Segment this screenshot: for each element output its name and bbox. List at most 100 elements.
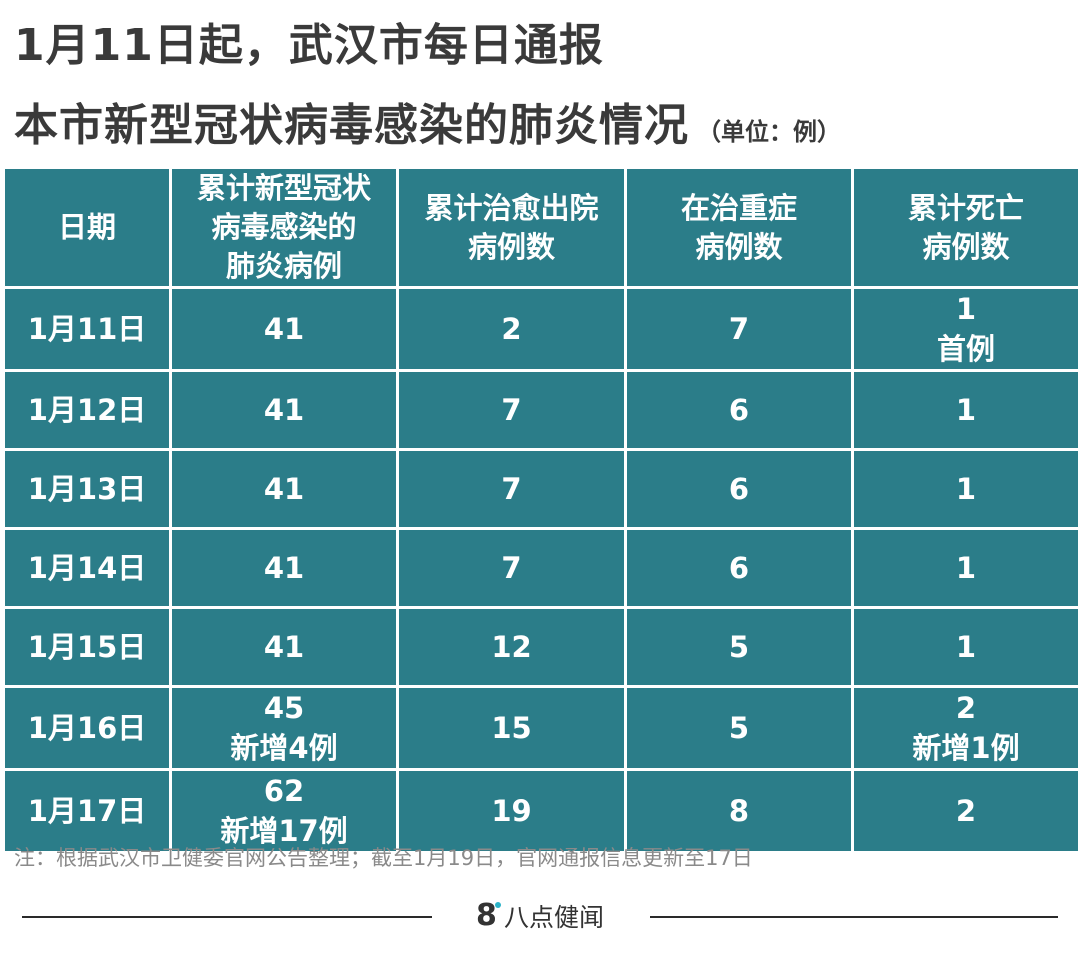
page-title: 1月11日起，武汉市每日通报 本市新型冠状病毒感染的肺炎情况 （单位：例） <box>14 18 841 160</box>
cell-value: 15 <box>491 711 532 745</box>
table-cell: 1 <box>851 448 1080 530</box>
cell-value: 1 <box>955 393 977 427</box>
table-body: 1月11日 41 2 7 1 首例 1月12日 41 7 6 1 1月13日 41 7 6 1 1月14日 41 7… <box>2 286 1080 854</box>
table-cell: 2 <box>851 768 1080 854</box>
date-cell: 1月12日 <box>2 369 172 451</box>
cell-value: 5 <box>728 630 750 664</box>
column-header-line: 病例数 <box>467 229 555 264</box>
brand-logo-icon: 8 <box>476 898 501 933</box>
cell-note: 首例 <box>936 332 995 366</box>
cell-note: 新增1例 <box>912 731 1020 765</box>
table-cell: 6 <box>624 527 854 609</box>
title-line-2: 本市新型冠状病毒感染的肺炎情况 （单位：例） <box>14 98 841 160</box>
table-cell: 41 <box>169 369 399 451</box>
table-cell: 6 <box>624 369 854 451</box>
footer-divider-right <box>650 916 1058 918</box>
cell-value: 8 <box>728 794 750 828</box>
cell-note: 新增17例 <box>220 814 348 848</box>
stats-table: 日期 累计新型冠状 病毒感染的 肺炎病例 累计治愈出院 病例数 在治重症 病例数 累计死亡 病例数… <box>2 166 1080 854</box>
column-header: 累计治愈出院 病例数 <box>396 166 627 289</box>
brand-logo-dot <box>495 902 501 908</box>
column-header: 日期 <box>2 166 172 289</box>
table-cell: 15 <box>396 685 627 771</box>
cell-value: 1月14日 <box>27 551 147 585</box>
cell-value: 5 <box>728 711 750 745</box>
cell-value: 7 <box>501 551 522 585</box>
column-header-line: 病毒感染的 <box>211 210 357 244</box>
table-row: 1月15日 41 12 5 1 <box>2 606 1080 688</box>
table-cell: 5 <box>624 685 854 771</box>
cell-value: 41 <box>263 472 305 506</box>
table-row: 1月17日 62 新增17例 19 8 2 <box>2 768 1080 854</box>
column-header-line: 日期 <box>57 210 116 244</box>
table-cell: 7 <box>396 369 627 451</box>
cell-value: 41 <box>263 551 305 585</box>
column-header-line: 累计新型冠状 <box>196 171 371 205</box>
column-header-line: 肺炎病例 <box>225 249 342 283</box>
cell-value: 7 <box>501 393 522 427</box>
table-cell: 41 <box>169 606 399 688</box>
footnote: 注：根据武汉市卫健委官网公告整理；截至1月19日，官网通报信息更新至17日 <box>14 846 753 870</box>
cell-value: 6 <box>728 472 750 506</box>
table-cell: 2 <box>396 286 627 372</box>
brand-logo-mark: 8 <box>476 898 497 933</box>
date-cell: 1月11日 <box>2 286 172 372</box>
cell-value: 1月17日 <box>27 794 147 828</box>
cell-value: 7 <box>728 312 750 346</box>
column-header-line: 累计死亡 <box>907 190 1024 225</box>
table-cell: 41 <box>169 448 399 530</box>
column-header: 累计死亡 病例数 <box>851 166 1080 289</box>
date-cell: 1月17日 <box>2 768 172 854</box>
column-header: 累计新型冠状 病毒感染的肺炎病例 <box>169 166 399 289</box>
table-row: 1月13日 41 7 6 1 <box>2 448 1080 530</box>
table-cell: 7 <box>396 448 627 530</box>
column-header-line: 累计治愈出院 <box>424 190 599 225</box>
cell-value: 62 <box>263 774 305 808</box>
cell-value: 1 <box>955 630 977 664</box>
cell-note: 新增4例 <box>230 731 338 765</box>
cell-value: 12 <box>491 630 532 664</box>
cell-value: 2 <box>501 312 522 346</box>
brand: 8 八点健闻 <box>476 896 604 936</box>
cell-value: 41 <box>263 393 305 427</box>
column-header: 在治重症 病例数 <box>624 166 854 289</box>
cell-value: 7 <box>501 472 522 506</box>
table-cell: 1 <box>851 527 1080 609</box>
cell-value: 41 <box>263 312 305 346</box>
title-line-1: 1月11日起，武汉市每日通报 <box>14 20 604 71</box>
date-cell: 1月16日 <box>2 685 172 771</box>
cell-value: 1月11日 <box>27 312 147 346</box>
table-cell: 2 新增1例 <box>851 685 1080 771</box>
table-cell: 41 <box>169 286 399 372</box>
table-cell: 5 <box>624 606 854 688</box>
title-line-2-text: 本市新型冠状病毒感染的肺炎情况 <box>14 100 689 151</box>
cell-value: 41 <box>263 630 305 664</box>
table-cell: 45 新增4例 <box>169 685 399 771</box>
cell-value: 1 <box>955 472 977 506</box>
cell-value: 45 <box>263 691 305 725</box>
cell-value: 1月13日 <box>27 472 147 506</box>
column-header-line: 在治重症 <box>680 190 797 225</box>
table-cell: 8 <box>624 768 854 854</box>
date-cell: 1月15日 <box>2 606 172 688</box>
table-row: 1月16日 45 新增4例 15 5 2 新增1例 <box>2 685 1080 771</box>
cell-value: 6 <box>728 551 750 585</box>
table-cell: 1 <box>851 606 1080 688</box>
column-header-line: 病例数 <box>922 229 1010 264</box>
table-cell: 7 <box>624 286 854 372</box>
cell-value: 6 <box>728 393 750 427</box>
table-row: 1月11日 41 2 7 1 首例 <box>2 286 1080 372</box>
brand-name: 八点健闻 <box>504 903 605 932</box>
table-cell: 12 <box>396 606 627 688</box>
table-cell: 62 新增17例 <box>169 768 399 854</box>
cell-value: 19 <box>491 794 532 828</box>
table-row: 1月12日 41 7 6 1 <box>2 369 1080 451</box>
table-header-row: 日期 累计新型冠状 病毒感染的 肺炎病例 累计治愈出院 病例数 在治重症 病例数 累计死亡 病例数 <box>2 166 1080 289</box>
cell-value: 1月16日 <box>27 711 147 745</box>
cell-value: 1 <box>955 551 977 585</box>
cell-value: 2 <box>955 794 977 828</box>
cell-value: 1月12日 <box>27 393 147 427</box>
cell-value: 1月15日 <box>27 630 147 664</box>
date-cell: 1月13日 <box>2 448 172 530</box>
table-cell: 6 <box>624 448 854 530</box>
